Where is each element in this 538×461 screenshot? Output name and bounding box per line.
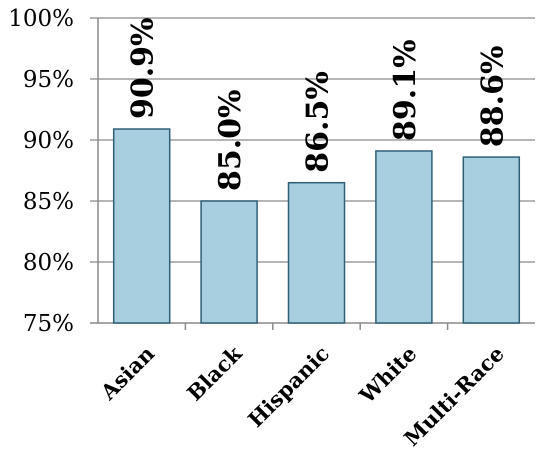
- data-labels: 90.9% 85.0% 86.5% 89.1% 88.6%: [126, 17, 511, 191]
- category-label: Hispanic: [243, 341, 334, 432]
- y-tick-label: 85%: [23, 189, 74, 215]
- data-label: 86.5%: [301, 71, 336, 173]
- bars: [112, 128, 521, 324]
- data-label: 85.0%: [213, 89, 248, 191]
- bar-multi-race: [462, 156, 521, 324]
- data-label: 88.6%: [475, 46, 510, 148]
- y-tick-label: 75%: [23, 311, 74, 337]
- category-label: Black: [182, 341, 247, 406]
- y-tick-label: 80%: [23, 250, 74, 276]
- y-tick-labels: 75% 80% 85% 90% 95% 100%: [8, 6, 74, 337]
- category-label: Asian: [95, 341, 159, 405]
- data-label: 90.9%: [126, 17, 161, 119]
- bar-black: [200, 200, 258, 324]
- bar-asian: [112, 128, 171, 324]
- category-label: White: [354, 341, 422, 409]
- y-tick-label: 95%: [23, 67, 74, 93]
- data-label: 89.1%: [388, 39, 423, 141]
- y-tick-label: 90%: [23, 128, 74, 154]
- y-tick-label: 100%: [8, 6, 74, 32]
- bar-white: [375, 150, 433, 324]
- bar-hispanic: [287, 181, 346, 324]
